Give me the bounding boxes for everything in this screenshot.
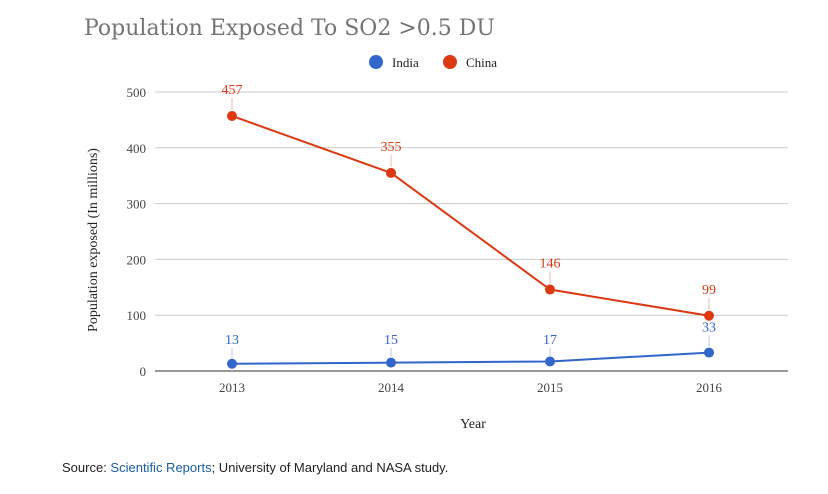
- y-tick-label: 200: [127, 252, 147, 267]
- data-labels: 13 15 17 33 457 355 146 99: [222, 83, 716, 358]
- legend-label-china: China: [466, 55, 497, 70]
- data-label-china: 99: [702, 283, 716, 298]
- y-tick-label: 100: [127, 308, 147, 323]
- data-label-china: 146: [540, 257, 561, 272]
- data-label-china: 457: [222, 83, 243, 98]
- source-note: Source: Scientific Reports; University o…: [62, 460, 448, 475]
- series-line-china: [231, 115, 710, 317]
- legend: India China: [369, 55, 497, 70]
- data-point-india: [386, 357, 396, 368]
- x-axis-label: Year: [460, 417, 486, 432]
- source-link[interactable]: Scientific Reports: [110, 460, 212, 475]
- source-suffix: ; University of Maryland and NASA study.: [211, 460, 449, 475]
- gridlines: [155, 91, 788, 372]
- data-point-india: [545, 356, 555, 367]
- x-tick-label: 2013: [219, 380, 245, 395]
- data-point-china: [704, 310, 714, 321]
- series-line-india: [231, 351, 710, 365]
- data-point-india: [227, 358, 237, 369]
- x-axis-ticks: 2013 2014 2015 2016: [219, 380, 723, 395]
- y-tick-label: 300: [127, 197, 147, 212]
- data-label-india: 13: [225, 333, 239, 348]
- data-label-china: 355: [381, 140, 402, 155]
- x-tick-label: 2016: [696, 380, 723, 395]
- data-label-india: 33: [702, 321, 716, 336]
- y-tick-label: 0: [140, 364, 147, 379]
- y-axis-label: Population exposed (In millions): [86, 148, 101, 332]
- y-axis-ticks: 0 100 200 300 400 500: [127, 85, 147, 379]
- data-point-india: [704, 347, 714, 358]
- data-point-china: [227, 110, 237, 121]
- data-label-india: 15: [384, 333, 398, 348]
- data-label-india: 17: [543, 333, 557, 348]
- x-tick-label: 2015: [537, 380, 563, 395]
- legend-marker-china: [443, 55, 457, 69]
- y-tick-label: 500: [127, 85, 147, 100]
- legend-label-india: India: [392, 55, 419, 70]
- chart-title: Population Exposed To SO2 >0.5 DU: [84, 16, 495, 41]
- y-tick-label: 400: [127, 141, 147, 156]
- line-chart: Population Exposed To SO2 >0.5 DU India C…: [84, 16, 788, 432]
- data-point-china: [545, 284, 555, 295]
- source-prefix: Source:: [62, 460, 111, 475]
- x-tick-label: 2014: [378, 380, 405, 395]
- series-group: [227, 110, 714, 369]
- data-point-china: [386, 167, 396, 178]
- legend-marker-india: [369, 55, 383, 69]
